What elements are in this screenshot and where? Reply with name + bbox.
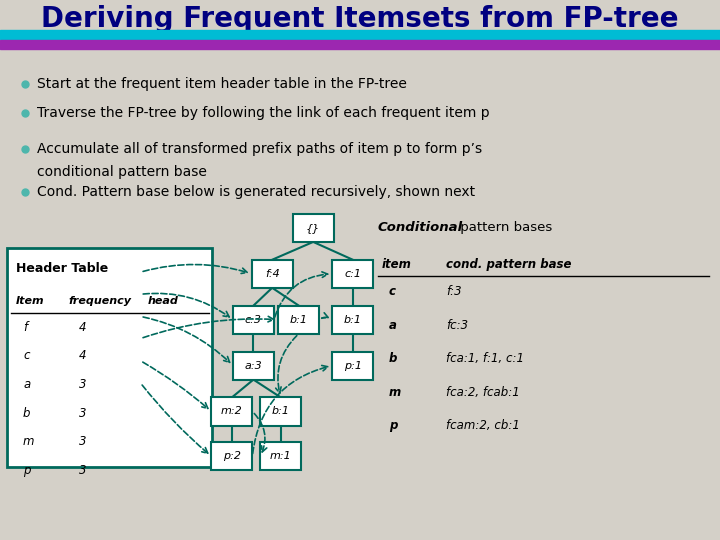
Text: fc:3: fc:3 — [446, 319, 469, 332]
Text: cond. pattern base: cond. pattern base — [446, 258, 572, 271]
Text: p:1: p:1 — [344, 361, 362, 370]
Text: fca:1, f:1, c:1: fca:1, f:1, c:1 — [446, 352, 524, 365]
FancyBboxPatch shape — [278, 306, 319, 334]
Text: fcam:2, cb:1: fcam:2, cb:1 — [446, 419, 521, 432]
Text: b:1: b:1 — [272, 407, 289, 416]
FancyBboxPatch shape — [261, 442, 301, 470]
FancyBboxPatch shape — [261, 397, 301, 426]
FancyBboxPatch shape — [233, 352, 274, 380]
Text: Start at the frequent item header table in the FP-tree: Start at the frequent item header table … — [37, 77, 408, 91]
Text: item: item — [382, 258, 411, 271]
Text: a: a — [23, 378, 30, 391]
Text: p: p — [389, 419, 397, 432]
Text: c:1: c:1 — [344, 269, 361, 279]
Text: a: a — [389, 319, 397, 332]
Text: b:1: b:1 — [289, 315, 308, 325]
Text: m: m — [23, 435, 35, 448]
Text: p:2: p:2 — [223, 451, 240, 461]
Text: 3: 3 — [79, 464, 86, 477]
FancyBboxPatch shape — [332, 260, 373, 288]
FancyBboxPatch shape — [212, 397, 252, 426]
Text: head: head — [148, 296, 179, 306]
Text: f:3: f:3 — [446, 285, 462, 298]
FancyBboxPatch shape — [332, 306, 373, 334]
Text: 3: 3 — [79, 435, 86, 448]
FancyBboxPatch shape — [252, 260, 292, 288]
Text: Traverse the FP-tree by following the link of each frequent item p: Traverse the FP-tree by following the li… — [37, 106, 490, 120]
Text: Cond. Pattern base below is generated recursively, shown next: Cond. Pattern base below is generated re… — [37, 185, 476, 199]
Text: Item: Item — [16, 296, 45, 306]
Text: 3: 3 — [79, 378, 86, 391]
Text: b: b — [389, 352, 397, 365]
Text: m: m — [389, 386, 401, 399]
Text: b: b — [23, 407, 30, 420]
Text: Header Table: Header Table — [16, 262, 108, 275]
FancyBboxPatch shape — [332, 352, 373, 380]
Text: m:2: m:2 — [221, 407, 243, 416]
Bar — [0, 40, 720, 49]
Text: p: p — [23, 464, 30, 477]
Text: {}: {} — [306, 223, 320, 233]
Text: Accumulate all of transformed prefix paths of item p to form p’s: Accumulate all of transformed prefix pat… — [37, 141, 482, 156]
Bar — [0, 30, 720, 39]
Text: 4: 4 — [79, 321, 86, 334]
Text: pattern bases: pattern bases — [456, 221, 552, 234]
Text: Deriving Frequent Itemsets from FP-tree: Deriving Frequent Itemsets from FP-tree — [41, 5, 679, 33]
Text: 3: 3 — [79, 407, 86, 420]
Text: 4: 4 — [79, 349, 86, 362]
Text: fca:2, fcab:1: fca:2, fcab:1 — [446, 386, 520, 399]
Text: f:4: f:4 — [265, 269, 279, 279]
Text: c: c — [23, 349, 30, 362]
FancyBboxPatch shape — [212, 442, 252, 470]
Text: f: f — [23, 321, 27, 334]
Text: frequency: frequency — [68, 296, 132, 306]
Text: conditional pattern base: conditional pattern base — [37, 165, 207, 179]
FancyBboxPatch shape — [292, 214, 333, 242]
FancyBboxPatch shape — [7, 248, 212, 467]
Text: c:3: c:3 — [245, 315, 262, 325]
Text: m:1: m:1 — [270, 451, 292, 461]
FancyBboxPatch shape — [233, 306, 274, 334]
Text: c: c — [389, 285, 396, 298]
Text: a:3: a:3 — [245, 361, 262, 370]
Text: Conditional: Conditional — [378, 221, 463, 234]
Text: b:1: b:1 — [344, 315, 362, 325]
